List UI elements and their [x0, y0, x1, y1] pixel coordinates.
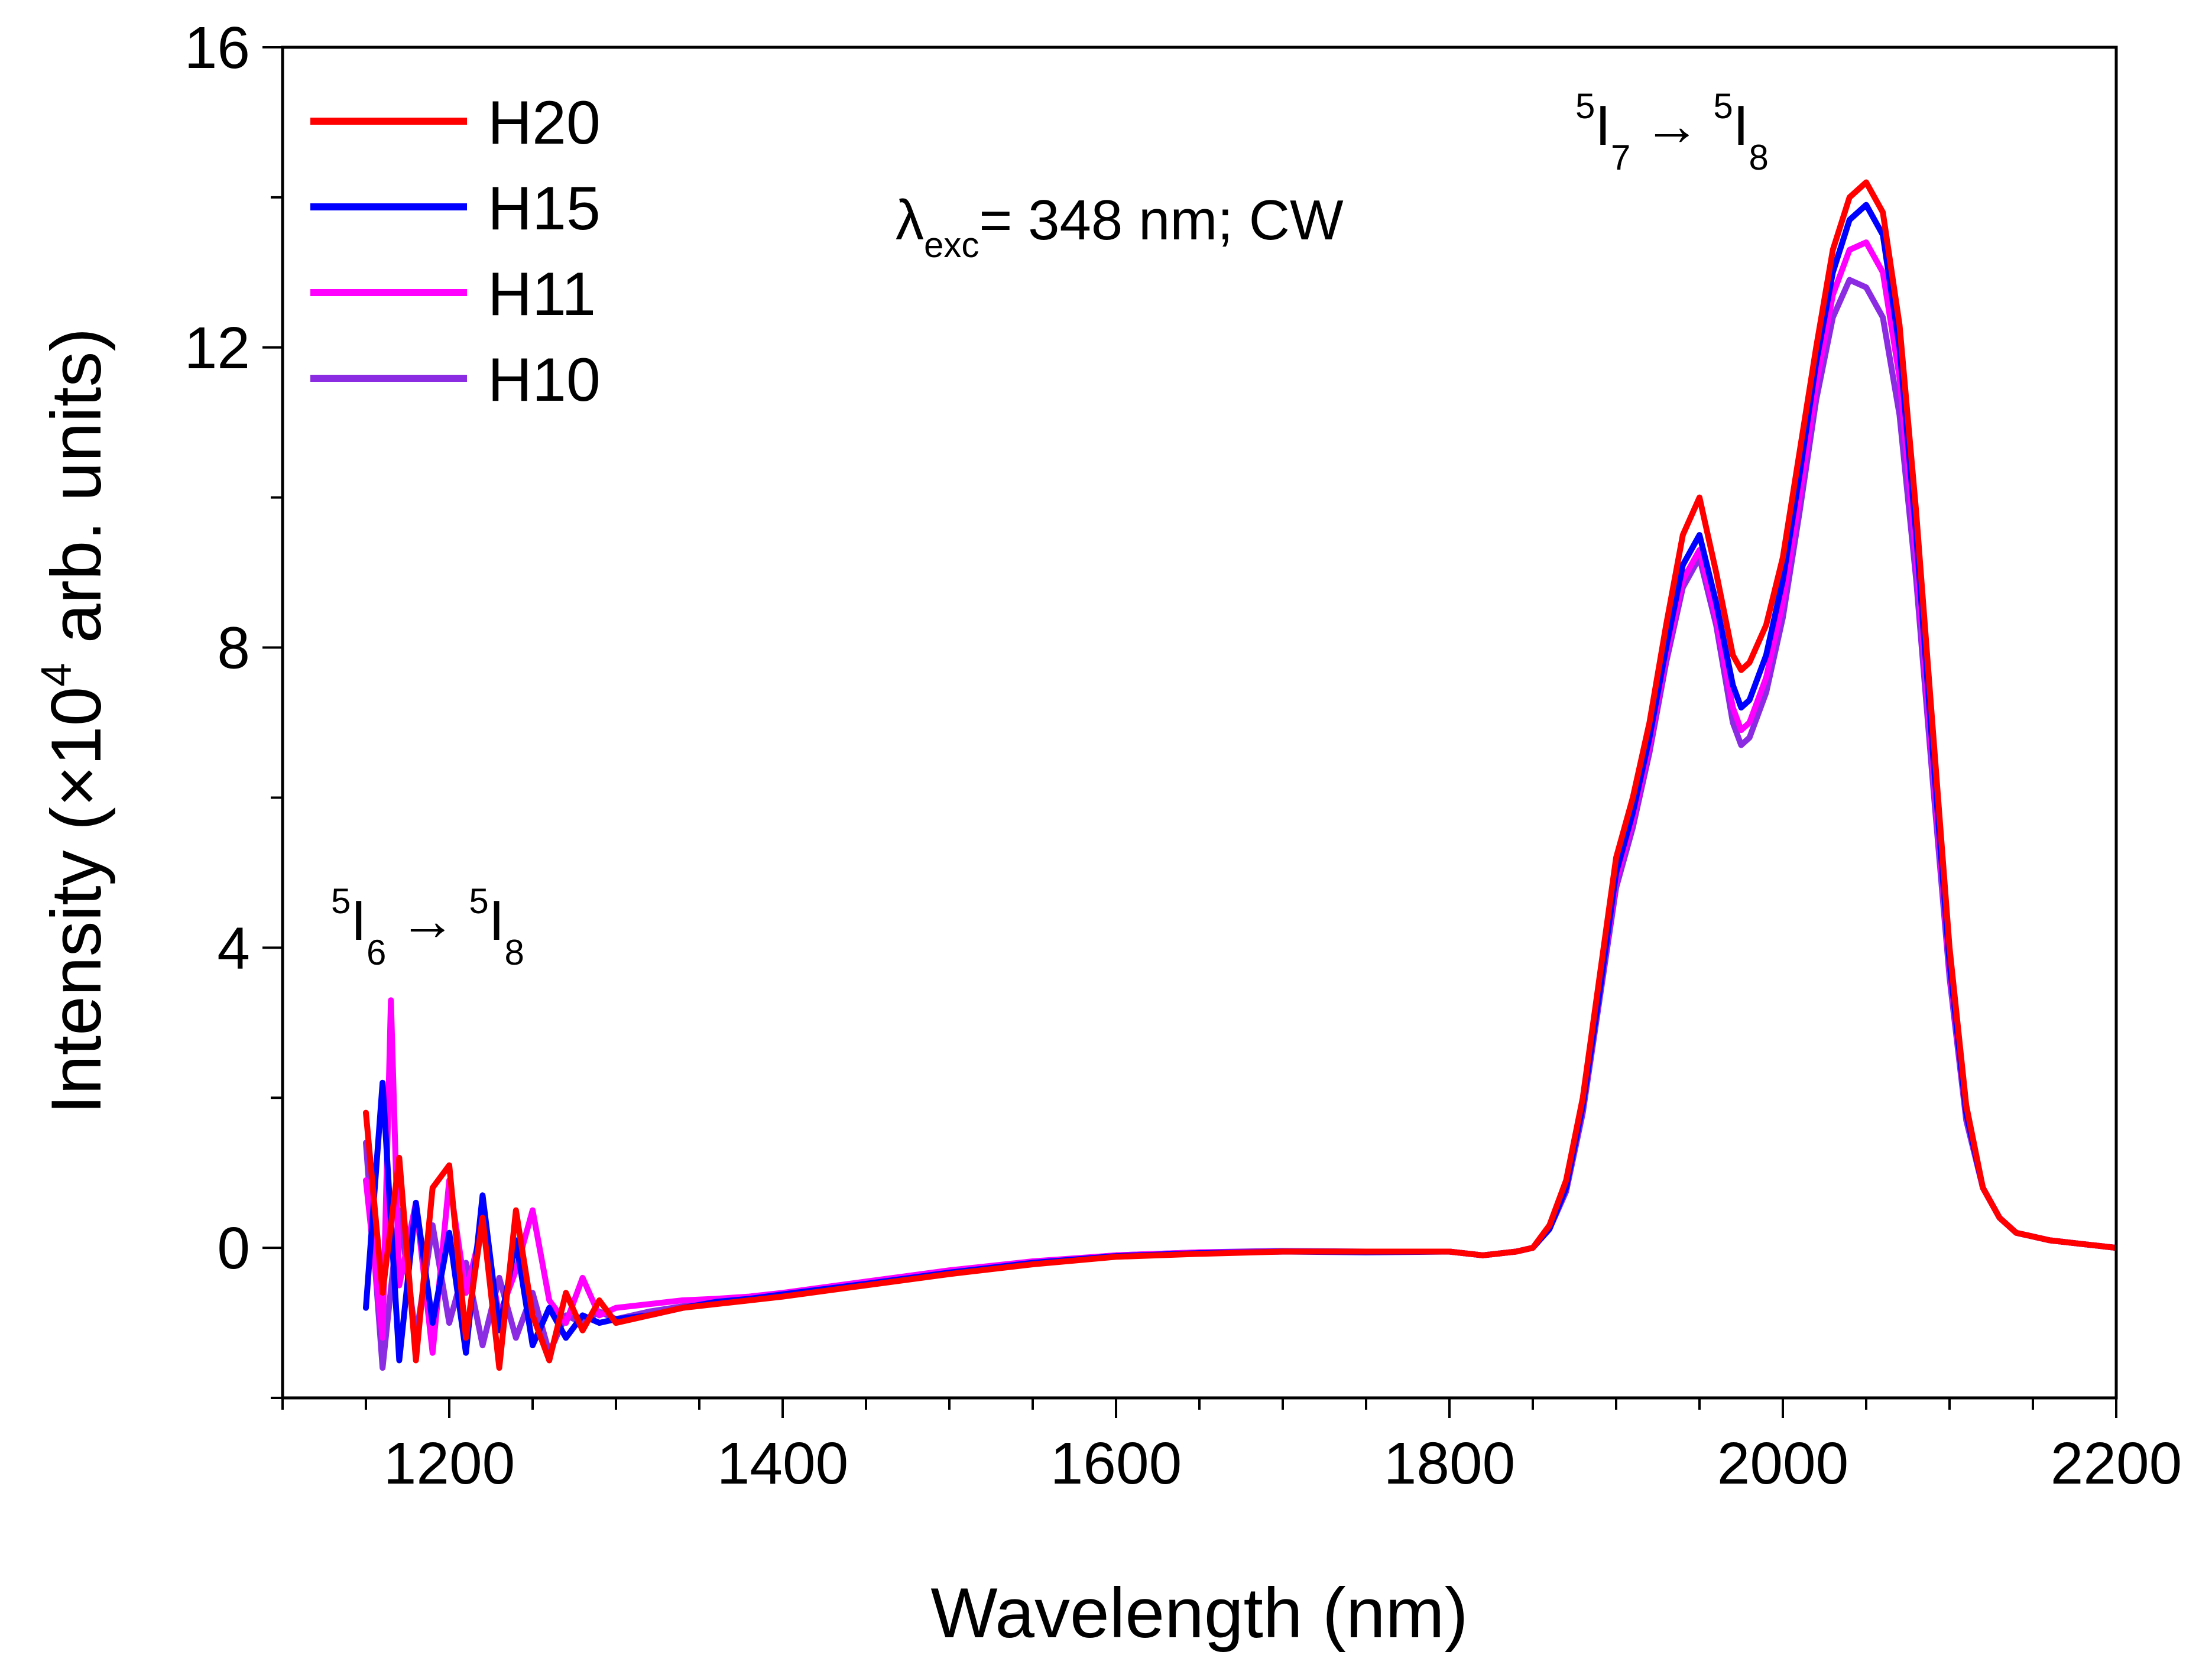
- transition-arrow: →: [399, 889, 456, 952]
- excitation-text: = 348 nm; CW: [979, 189, 1344, 252]
- transition-label-5i6-5i8: 5I6→ 5I8: [331, 881, 524, 972]
- excitation-annotation: λexc= 348 nm; CW: [896, 189, 1344, 265]
- excitation-subscript: exc: [924, 225, 979, 265]
- y-axis-label: Intensity (×104 arb. units): [33, 328, 116, 1115]
- transition-arrow: →: [1643, 94, 1700, 157]
- transition-label-5i7-5i8: 5I7→ 5I8: [1575, 86, 1769, 177]
- x-axis-label: Wavelength (nm): [930, 1573, 1468, 1653]
- y-tick-label: 12: [184, 315, 250, 381]
- excitation-lambda: λ: [896, 189, 924, 252]
- transition-sup-2: 5: [469, 881, 488, 921]
- x-tick-label: 2200: [2051, 1430, 2182, 1497]
- legend: H20 H15 H11 H10: [310, 89, 601, 414]
- y-tick-label: 0: [217, 1215, 250, 1281]
- x-axis: 1200 1400 1600 1800 2000 2200: [281, 1398, 2182, 1497]
- y-axis: 0 4 8 12 16: [184, 15, 283, 1399]
- y-tick-label: 16: [184, 15, 250, 81]
- transition-sup-2: 5: [1713, 86, 1733, 126]
- x-tick-label: 1600: [1050, 1430, 1182, 1497]
- transition-level-2: I: [1733, 94, 1749, 157]
- x-tick-label: 1800: [1384, 1430, 1515, 1497]
- legend-label-h11: H11: [488, 260, 596, 329]
- x-tick-label: 1200: [384, 1430, 515, 1497]
- transition-sub-1: 6: [366, 933, 386, 972]
- series-line-h20: [363, 179, 2116, 1371]
- transition-level-1: I: [1595, 94, 1611, 157]
- x-tick-label: 2000: [1717, 1430, 1848, 1497]
- transition-sub-2: 8: [1749, 138, 1768, 177]
- transition-level-2: I: [489, 889, 505, 952]
- transition-sup-1: 5: [1575, 86, 1595, 126]
- legend-label-h20: H20: [488, 89, 601, 157]
- x-tick-label: 1400: [717, 1430, 848, 1497]
- y-axis-label-exponent: 4: [33, 663, 80, 687]
- transition-level-1: I: [351, 889, 366, 952]
- transition-sub-2: 8: [504, 933, 524, 972]
- y-tick-label: 4: [217, 915, 250, 981]
- series-layer: [363, 179, 2116, 1371]
- transition-sub-1: 7: [1611, 138, 1630, 177]
- y-tick-label: 8: [217, 615, 250, 682]
- legend-label-h10: H10: [488, 346, 601, 414]
- y-axis-label-prefix: Intensity (×10: [37, 687, 116, 1115]
- transition-sup-1: 5: [331, 881, 351, 921]
- y-axis-label-suffix: arb. units): [37, 328, 116, 663]
- legend-label-h15: H15: [488, 174, 601, 243]
